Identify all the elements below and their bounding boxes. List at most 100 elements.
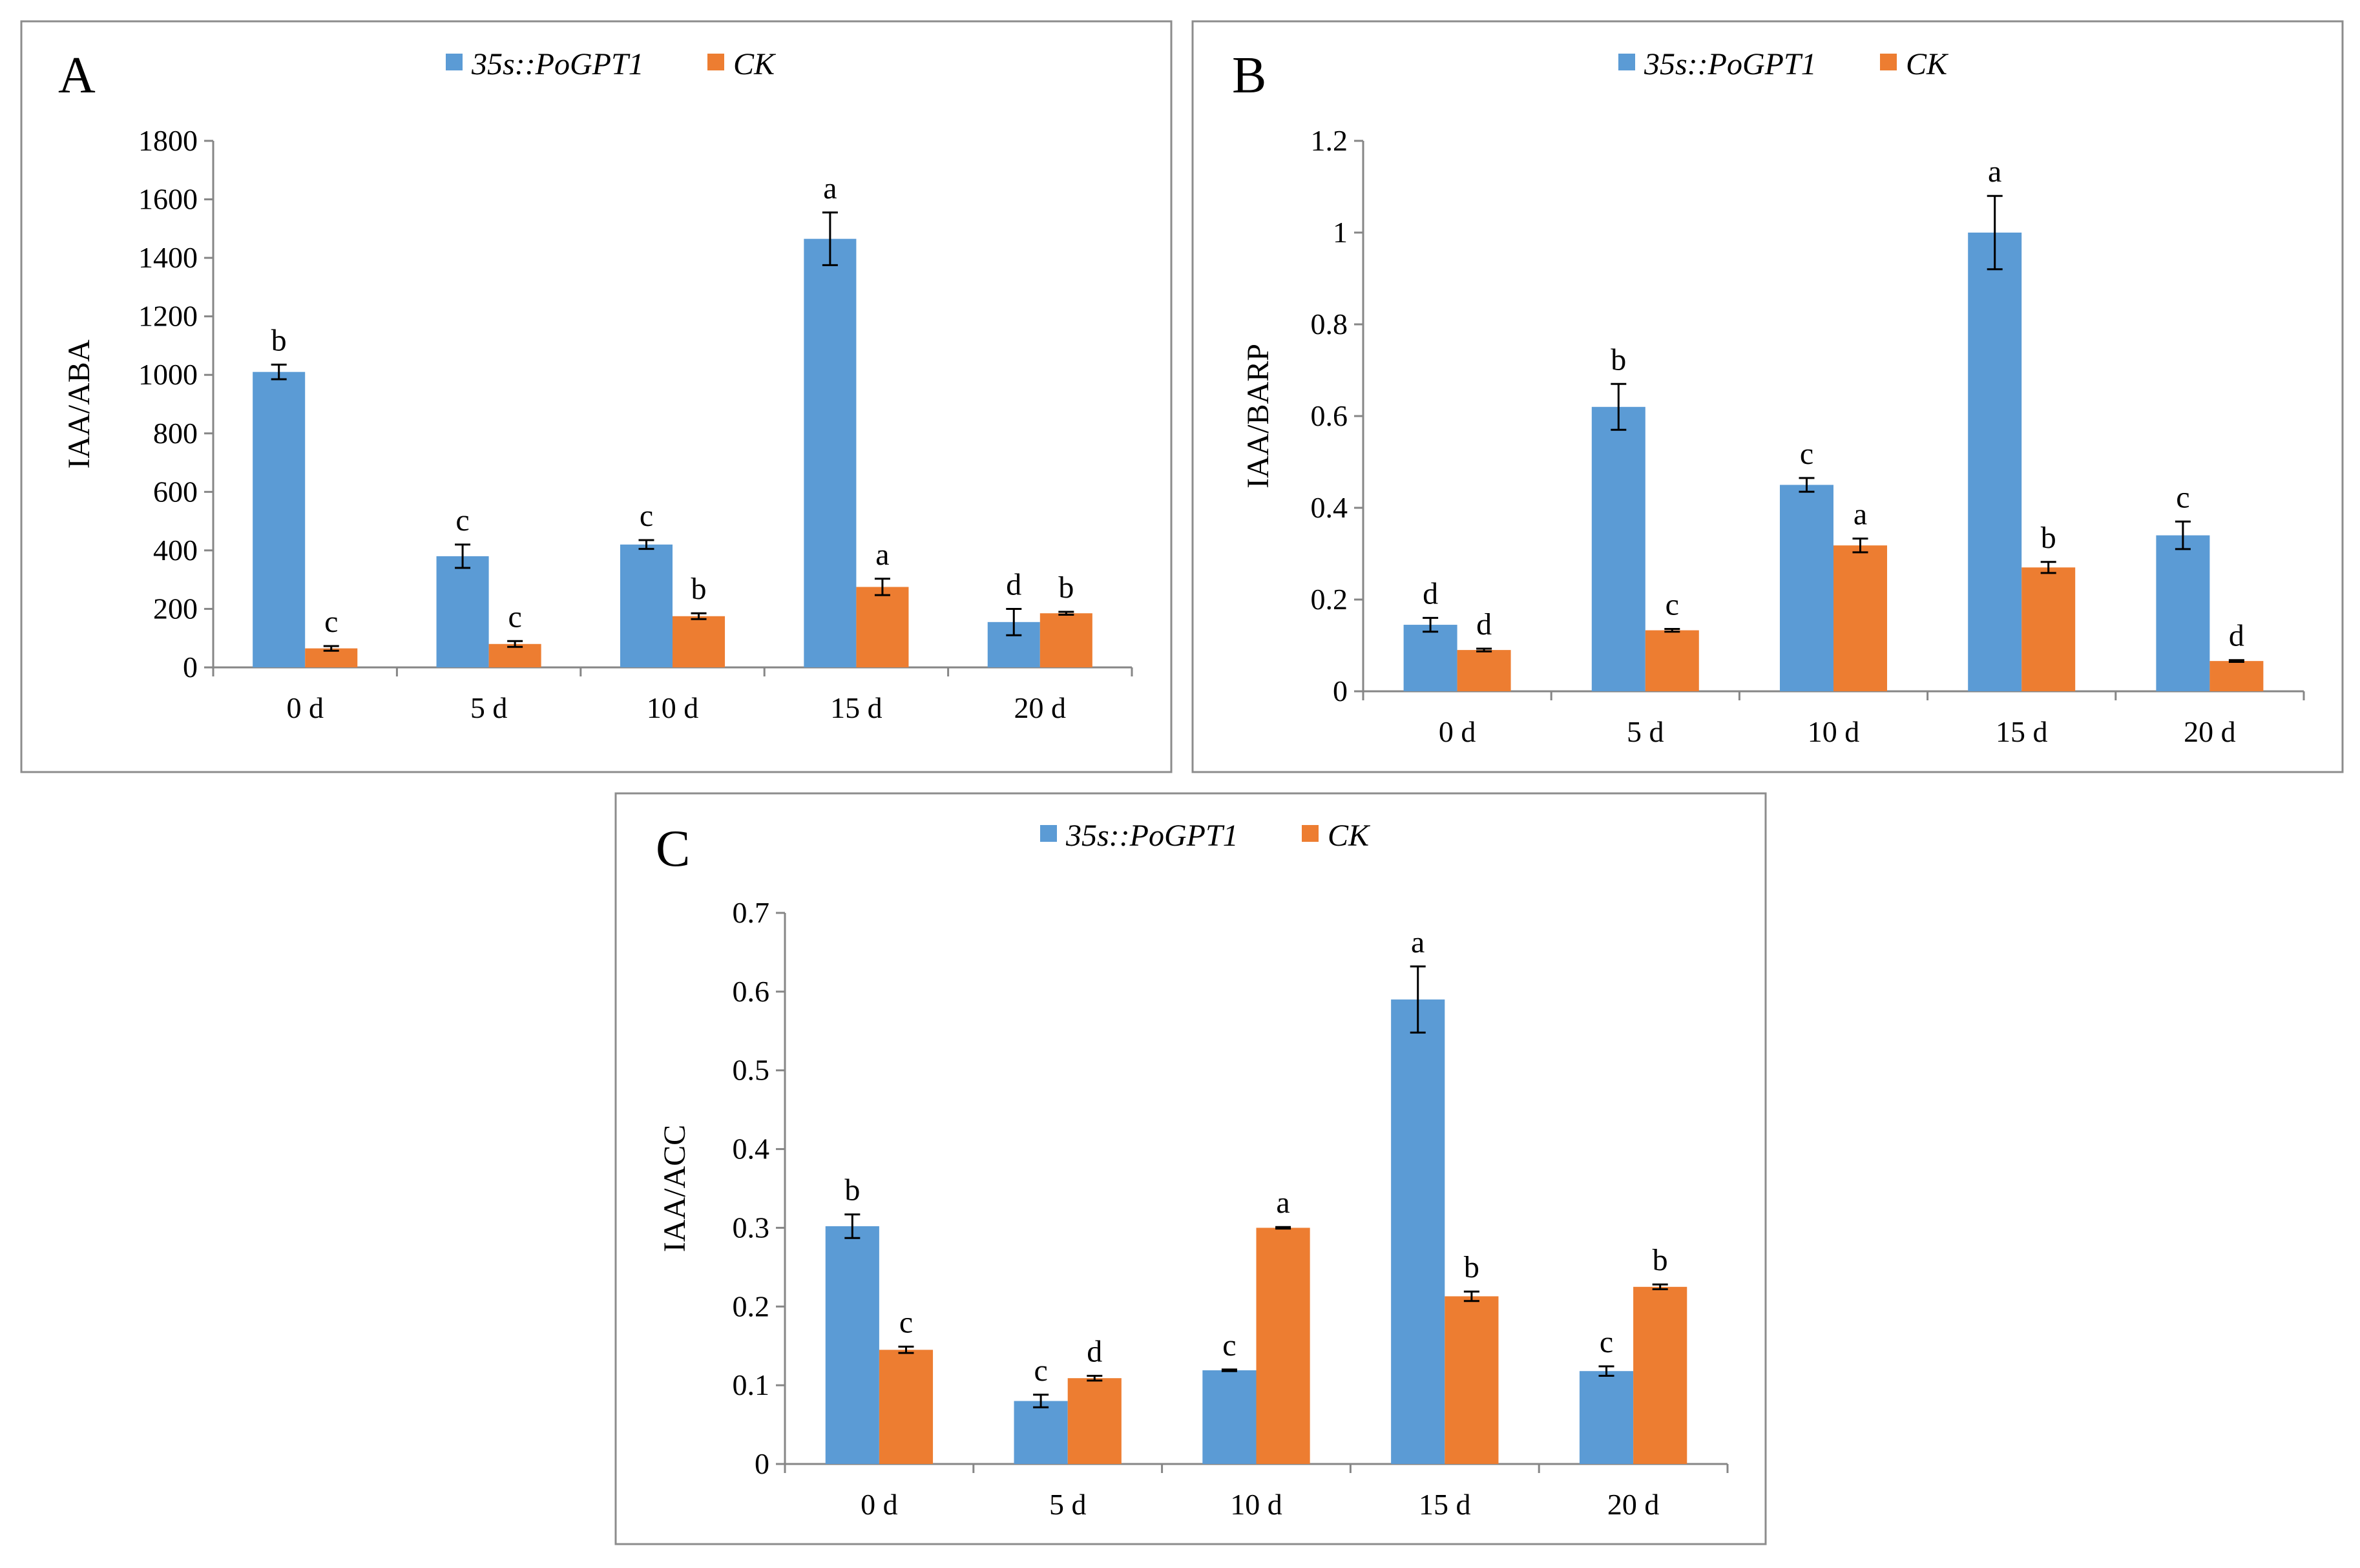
legend-swatch-ck bbox=[1302, 825, 1319, 842]
error-bar bbox=[1799, 477, 1815, 493]
bar-ck bbox=[1256, 1228, 1310, 1464]
error-bar bbox=[638, 539, 654, 550]
y-tick-label: 200 bbox=[153, 592, 198, 625]
legend-label: CK bbox=[1906, 47, 1949, 81]
bar-ck bbox=[879, 1350, 934, 1464]
error-bar bbox=[1423, 616, 1439, 633]
y-tick-label: 1400 bbox=[138, 241, 198, 274]
y-axis-label: IAA/BARP bbox=[1241, 344, 1275, 488]
legend: 35s::PoGPT1 CK bbox=[1040, 819, 1371, 853]
y-tick-label: 0.7 bbox=[733, 896, 770, 929]
x-tick-label: 0 d bbox=[861, 1488, 898, 1521]
legend-label: CK bbox=[733, 47, 777, 81]
y-tick-label: 0.2 bbox=[733, 1290, 770, 1322]
x-tick-label: 20 d bbox=[1014, 691, 1067, 724]
error-bar bbox=[844, 1213, 861, 1239]
legend-swatch-transgenic bbox=[1040, 825, 1057, 842]
significance-label: d bbox=[1087, 1335, 1102, 1369]
error-bar bbox=[822, 211, 838, 266]
significance-label: a bbox=[1411, 925, 1425, 959]
x-tick-label: 10 d bbox=[1808, 715, 1860, 748]
x-tick-label: 15 d bbox=[830, 691, 882, 724]
legend-label: CK bbox=[1328, 819, 1371, 853]
panel-letter: C bbox=[656, 821, 690, 877]
bar-ck bbox=[1039, 613, 1092, 667]
significance-label: a bbox=[875, 538, 889, 572]
legend-label: 35s::PoGPT1 bbox=[1644, 47, 1817, 81]
y-tick-label: 0.6 bbox=[733, 975, 770, 1008]
legend: 35s::PoGPT1 CK bbox=[446, 47, 777, 81]
error-bar bbox=[874, 578, 890, 596]
y-tick-label: 0.1 bbox=[733, 1368, 770, 1401]
bar-ck bbox=[2209, 661, 2264, 691]
y-tick-label: 600 bbox=[153, 475, 198, 508]
legend-swatch-ck bbox=[1880, 54, 1897, 70]
y-axis-label: IAA/ABA bbox=[62, 339, 96, 468]
significance-label: c bbox=[1222, 1328, 1236, 1363]
legend-swatch-ck bbox=[707, 54, 724, 70]
bar-ck bbox=[2021, 567, 2076, 691]
x-tick-label: 5 d bbox=[1627, 715, 1664, 748]
bar-ck bbox=[673, 616, 726, 667]
panel-frame bbox=[614, 792, 1767, 1545]
legend-swatch-transgenic bbox=[446, 54, 463, 70]
error-bar bbox=[691, 612, 707, 620]
bar-ck bbox=[1833, 545, 1887, 691]
error-bar bbox=[1058, 611, 1074, 616]
bar-transgenic bbox=[2156, 535, 2210, 691]
y-tick-label: 0 bbox=[1333, 674, 1348, 707]
bar-transgenic bbox=[804, 238, 857, 667]
y-tick-label: 800 bbox=[153, 417, 198, 450]
legend-swatch-transgenic bbox=[1618, 54, 1635, 70]
x-tick-label: 5 d bbox=[470, 691, 508, 724]
legend-label: 35s::PoGPT1 bbox=[471, 47, 644, 81]
y-tick-label: 0.8 bbox=[1311, 308, 1348, 340]
y-tick-label: 1 bbox=[1333, 216, 1348, 249]
significance-label: b bbox=[1653, 1243, 1668, 1277]
error-bar bbox=[898, 1345, 914, 1354]
x-tick-label: 10 d bbox=[647, 691, 699, 724]
bar-ck bbox=[488, 643, 541, 667]
significance-label: b bbox=[1464, 1250, 1479, 1284]
significance-label: c bbox=[899, 1305, 913, 1339]
error-bar bbox=[455, 543, 471, 569]
significance-label: b bbox=[844, 1173, 860, 1207]
significance-label: a bbox=[1854, 497, 1867, 532]
bar-ck bbox=[1645, 630, 1699, 691]
bar-transgenic bbox=[1780, 485, 1833, 691]
legend: 35s::PoGPT1 CK bbox=[1618, 47, 1949, 81]
x-tick-label: 5 d bbox=[1049, 1488, 1087, 1521]
bar-transgenic bbox=[1968, 233, 2022, 691]
significance-label: c bbox=[640, 499, 653, 533]
error-bar bbox=[1476, 647, 1492, 653]
panel-letter: A bbox=[58, 47, 96, 104]
error-bar bbox=[1275, 1226, 1291, 1230]
panel-frame bbox=[1191, 20, 2344, 773]
bar-transgenic bbox=[1014, 1401, 1068, 1464]
significance-label: c bbox=[2176, 480, 2189, 514]
bar-transgenic bbox=[436, 556, 489, 667]
bar-transgenic bbox=[253, 371, 306, 667]
x-tick-label: 0 d bbox=[286, 691, 324, 724]
x-tick-label: 0 d bbox=[1439, 715, 1476, 748]
significance-label: b bbox=[271, 323, 287, 357]
significance-label: a bbox=[1988, 154, 2001, 189]
error-bar bbox=[1221, 1368, 1237, 1372]
significance-label: d bbox=[1006, 567, 1021, 601]
y-tick-label: 0 bbox=[755, 1447, 769, 1480]
significance-label: c bbox=[508, 600, 521, 634]
significance-label: b bbox=[691, 572, 707, 606]
significance-label: b bbox=[2041, 521, 2056, 555]
x-tick-label: 10 d bbox=[1230, 1488, 1282, 1521]
significance-label: c bbox=[1666, 587, 1679, 622]
y-tick-label: 1800 bbox=[138, 124, 198, 157]
x-tick-label: 15 d bbox=[1419, 1488, 1471, 1521]
legend-label: 35s::PoGPT1 bbox=[1065, 819, 1238, 853]
y-tick-label: 0.4 bbox=[1311, 491, 1348, 524]
y-tick-label: 1.2 bbox=[1311, 124, 1348, 157]
significance-label: d bbox=[1423, 576, 1438, 611]
